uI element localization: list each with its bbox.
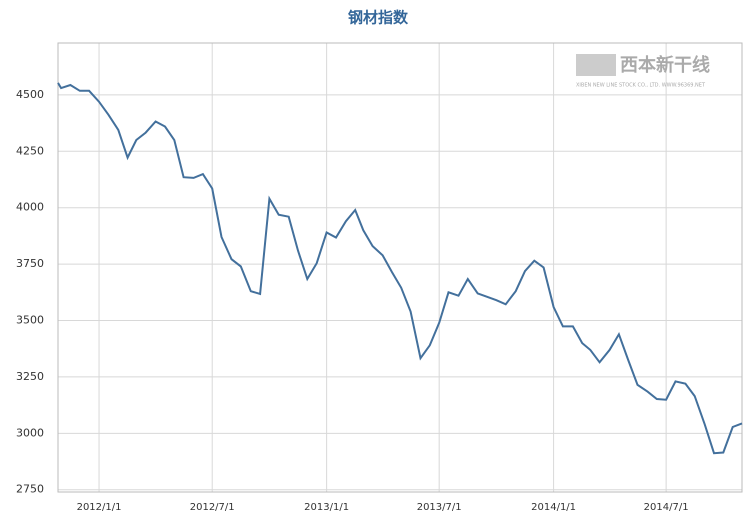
x-tick-label: 2012/1/1 bbox=[77, 502, 122, 513]
y-tick-label: 4000 bbox=[16, 201, 44, 214]
y-tick-label: 3000 bbox=[16, 426, 44, 439]
x-tick-label: 2013/1/1 bbox=[304, 502, 349, 513]
logo-icon bbox=[576, 54, 616, 76]
x-tick-label: 2014/7/1 bbox=[644, 502, 689, 513]
y-tick-label: 4500 bbox=[16, 88, 44, 101]
watermark-subtitle: XIBEN NEW LINE STOCK CO., LTD. WWW.96369… bbox=[576, 83, 706, 89]
plot-frame bbox=[57, 42, 743, 493]
y-tick-label: 2750 bbox=[16, 483, 44, 496]
y-tick-label: 4250 bbox=[16, 144, 44, 157]
watermark-text: 西本新干线 bbox=[620, 54, 710, 76]
x-tick-label: 2012/7/1 bbox=[190, 502, 235, 513]
chart-title: 钢材指数 bbox=[348, 9, 409, 27]
y-tick-label: 3750 bbox=[16, 257, 44, 270]
watermark: 西本新干线 XIBEN NEW LINE STOCK CO., LTD. WWW… bbox=[576, 54, 710, 89]
y-tick-label: 3500 bbox=[16, 314, 44, 327]
x-tick-label: 2014/1/1 bbox=[531, 502, 576, 513]
y-tick-label: 3250 bbox=[16, 370, 44, 383]
x-tick-label: 2013/7/1 bbox=[417, 502, 462, 513]
data-line bbox=[57, 82, 743, 455]
